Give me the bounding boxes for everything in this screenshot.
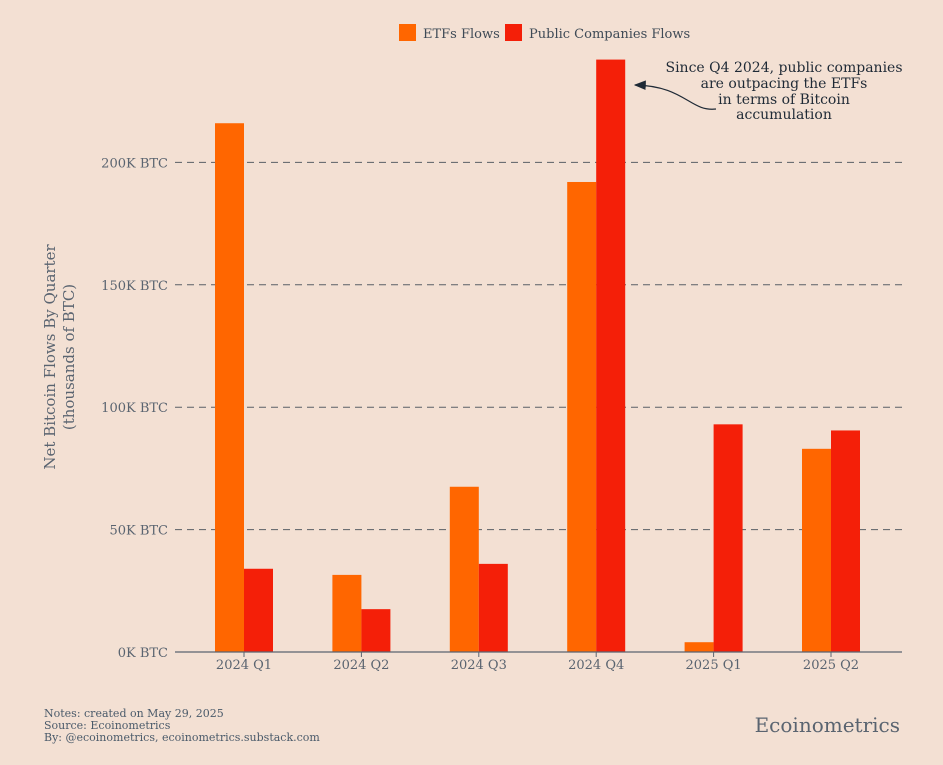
legend-swatch-public xyxy=(505,24,522,41)
y-tick-label: 200K BTC xyxy=(101,156,168,171)
bar-etf xyxy=(215,123,244,653)
axes: 0K BTC 50K BTC 100K BTC 150K BTC 200K BTC 202… xyxy=(101,156,902,673)
y-tick-label: 100K BTC xyxy=(101,401,168,416)
footer-source: Source: Ecoinometrics xyxy=(44,719,171,732)
bar-public xyxy=(831,430,860,652)
bar-public xyxy=(713,424,743,652)
footer-notes: Notes: created on May 29, 2025 xyxy=(44,707,224,720)
x-tick-label: 2024 Q2 xyxy=(333,658,389,673)
footer: Notes: created on May 29, 2025 Source: E… xyxy=(44,707,900,744)
x-tick-label: 2025 Q2 xyxy=(803,658,859,673)
x-tick-label: 2025 Q1 xyxy=(686,658,742,673)
footer-by: By: @ecoinometrics, ecoinometrics.substa… xyxy=(44,731,320,744)
annotation-line-1: Since Q4 2024, public companies xyxy=(665,60,902,76)
legend-label-public: Public Companies Flows xyxy=(529,27,690,42)
annotation: Since Q4 2024, public companies are outp… xyxy=(633,60,903,123)
annotation-arrow xyxy=(633,80,717,110)
y-axis-title-line-2: (thousands of BTC) xyxy=(60,284,78,430)
y-axis-title-line-1: Net Bitcoin Flows By Quarter xyxy=(41,244,59,470)
x-tick-label: 2024 Q3 xyxy=(451,658,507,673)
bar-public xyxy=(478,563,508,652)
y-tick-label: 150K BTC xyxy=(101,279,168,294)
bar-public xyxy=(244,568,273,652)
grid-lines xyxy=(175,161,902,531)
annotation-line-3: in terms of Bitcoin xyxy=(718,92,850,108)
legend-swatch-etf xyxy=(399,24,416,41)
bar-etf xyxy=(802,448,831,652)
annotation-line-2: are outpacing the ETFs xyxy=(701,76,868,92)
bar-etf xyxy=(332,574,362,652)
bar-etf xyxy=(449,486,479,652)
y-tick-label: 0K BTC xyxy=(118,646,168,661)
bar-public xyxy=(596,59,626,653)
bars xyxy=(215,59,860,653)
brand-logo-text: Ecoinometrics xyxy=(755,713,900,737)
y-tick-label: 50K BTC xyxy=(109,524,168,539)
annotation-line-4: accumulation xyxy=(736,107,832,123)
legend: ETFs Flows Public Companies Flows xyxy=(399,24,690,42)
x-tick-label: 2024 Q1 xyxy=(216,658,272,673)
bar-etf xyxy=(567,181,597,652)
bar-etf xyxy=(684,642,714,652)
x-tick-label: 2024 Q4 xyxy=(568,658,624,673)
bar-public xyxy=(361,609,391,652)
legend-label-etf: ETFs Flows xyxy=(423,27,500,42)
